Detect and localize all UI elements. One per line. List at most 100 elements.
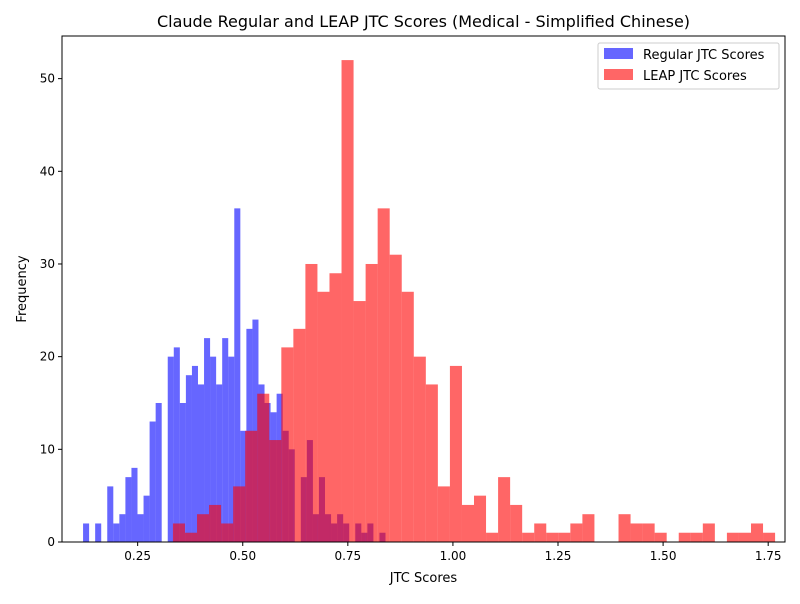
bar	[486, 532, 499, 542]
bar	[197, 514, 210, 542]
bar	[83, 523, 90, 542]
bar	[534, 523, 547, 542]
bar	[191, 365, 198, 542]
bar	[690, 532, 703, 542]
bar	[149, 421, 156, 542]
x-axis-ticks: 0.25 0.50 0.75 1.00 1.25 1.50 1.75	[124, 542, 782, 563]
bar	[726, 532, 739, 542]
bar	[240, 430, 247, 542]
bar	[305, 263, 318, 542]
bar	[678, 532, 691, 542]
y-tick-label: 0	[47, 535, 55, 549]
bar	[642, 523, 655, 542]
y-tick-label: 40	[40, 164, 55, 178]
x-tick-label: 1.25	[545, 549, 572, 563]
bar	[558, 532, 571, 542]
bar	[437, 486, 450, 542]
bar	[245, 430, 258, 542]
bar	[172, 523, 185, 542]
x-axis-label: JTC Scores	[389, 571, 458, 586]
bar	[257, 393, 270, 542]
bar	[498, 477, 511, 542]
bar	[252, 319, 259, 542]
bar	[401, 291, 414, 542]
y-axis-ticks: 0 10 20 30 40 50	[40, 72, 62, 549]
legend: Regular JTC Scores LEAP JTC Scores	[597, 42, 780, 90]
bar	[461, 504, 474, 542]
bar	[546, 532, 559, 542]
bar	[125, 477, 132, 542]
bar	[131, 467, 138, 542]
bar	[630, 523, 643, 542]
y-tick-label: 10	[40, 442, 55, 456]
bar	[353, 301, 366, 542]
y-tick-label: 30	[40, 257, 55, 271]
bar	[184, 532, 198, 542]
bar	[654, 532, 667, 542]
bar	[269, 440, 282, 542]
bar	[222, 338, 229, 542]
bars-layer	[83, 60, 776, 542]
bar	[317, 291, 330, 542]
legend-box	[597, 42, 780, 90]
series-1	[172, 60, 776, 542]
bar	[425, 384, 438, 542]
bar	[234, 208, 241, 542]
bar	[449, 365, 462, 542]
bar	[167, 356, 174, 542]
bar	[119, 514, 126, 542]
bar	[389, 254, 402, 542]
bar	[377, 208, 390, 542]
bar	[570, 523, 583, 542]
bar	[179, 402, 186, 542]
bar	[582, 514, 595, 542]
plot-frame	[61, 35, 786, 543]
bar	[522, 532, 535, 542]
bar	[618, 514, 631, 542]
bar	[750, 523, 764, 542]
bar	[738, 532, 751, 542]
chart-title: Claude Regular and LEAP JTC Scores (Medi…	[157, 12, 690, 31]
x-tick-label: 0.50	[229, 549, 256, 563]
legend-swatch-regular	[604, 48, 633, 59]
bar	[281, 347, 294, 542]
bar	[763, 532, 776, 542]
bar	[113, 523, 120, 542]
bar	[702, 523, 715, 542]
x-tick-label: 0.75	[334, 549, 361, 563]
x-tick-label: 0.25	[124, 549, 151, 563]
bar	[228, 356, 235, 542]
bar	[341, 60, 354, 542]
bar	[365, 263, 378, 542]
bar	[293, 328, 306, 542]
legend-label-regular: Regular JTC Scores	[643, 48, 765, 63]
bar	[185, 375, 192, 542]
x-tick-label: 1.00	[440, 549, 467, 563]
bar	[510, 504, 523, 542]
bar	[155, 402, 162, 542]
bar	[137, 514, 144, 542]
y-axis-label: Frequency	[15, 255, 30, 322]
bar	[209, 504, 222, 542]
bar	[474, 495, 487, 542]
bar	[413, 356, 426, 542]
bar	[329, 273, 342, 542]
bar	[204, 338, 211, 542]
y-tick-label: 20	[40, 350, 55, 364]
bar	[216, 384, 223, 542]
bar	[197, 384, 205, 542]
bar	[95, 523, 102, 542]
bar	[143, 495, 150, 542]
legend-swatch-leap	[604, 69, 633, 80]
x-tick-label: 1.75	[755, 549, 782, 563]
bar	[233, 486, 246, 542]
bar	[107, 486, 114, 542]
x-tick-label: 1.50	[650, 549, 677, 563]
bar	[221, 523, 234, 542]
legend-label-leap: LEAP JTC Scores	[643, 69, 747, 84]
bar	[173, 347, 180, 542]
y-tick-label: 50	[40, 72, 55, 86]
bar	[210, 356, 217, 542]
